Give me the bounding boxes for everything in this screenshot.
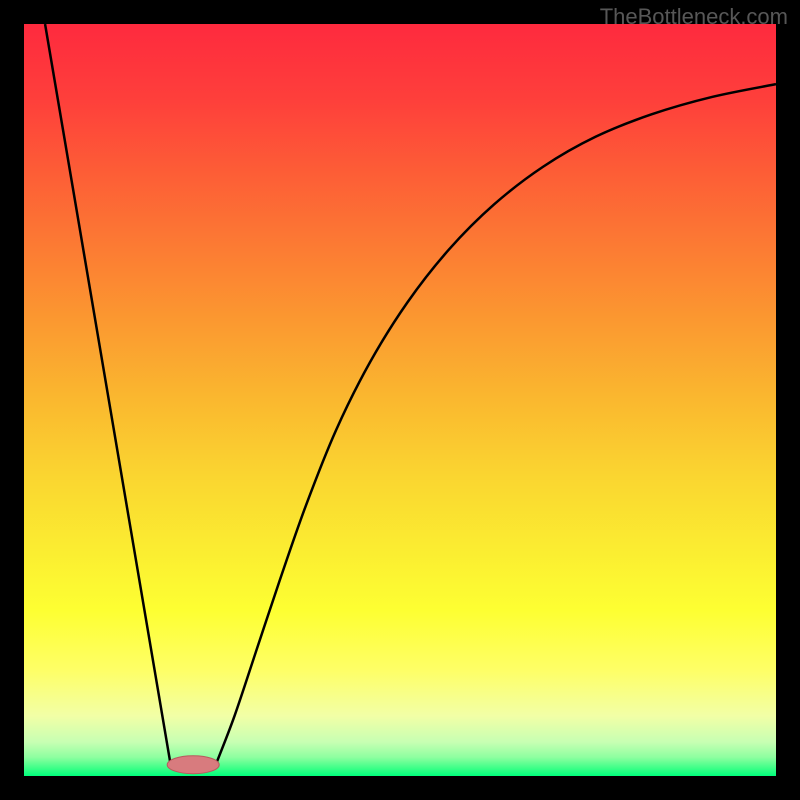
bottleneck-chart: TheBottleneck.com bbox=[0, 0, 800, 800]
watermark-text: TheBottleneck.com bbox=[600, 4, 788, 30]
plot-background bbox=[24, 24, 776, 776]
minimum-marker bbox=[167, 756, 219, 774]
chart-canvas bbox=[0, 0, 800, 800]
